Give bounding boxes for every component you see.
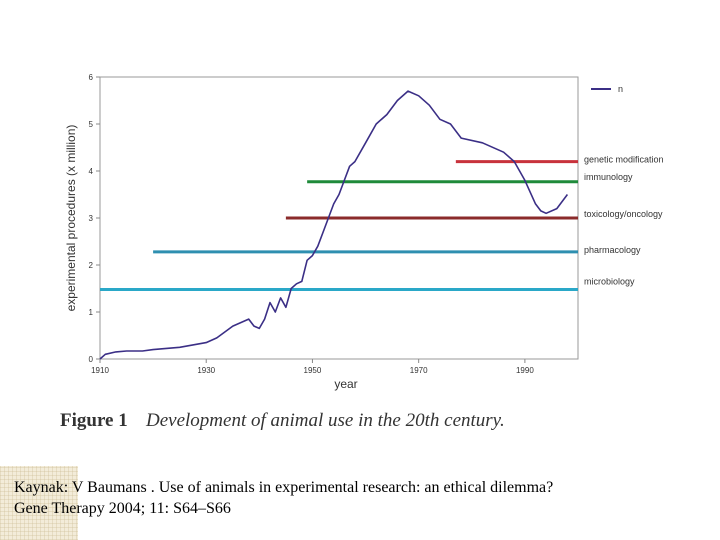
figure-label: Figure 1: [60, 410, 128, 431]
y-axis-label: experimental procedures (x million): [64, 125, 78, 312]
y-tick-label: 0: [89, 355, 94, 364]
plot-area: 0 1 2 3 4 5 6 1910 1930 1950 1970 1990 genetic modif…: [89, 73, 664, 375]
figure-caption: Development of animal use in the 20th ce…: [145, 410, 505, 431]
y-tick-label: 4: [89, 167, 94, 176]
y-tick-label: 5: [89, 120, 94, 129]
x-tick-label: 1910: [91, 366, 109, 375]
y-tick-label: 2: [89, 261, 94, 270]
x-axis-label: year: [334, 377, 357, 391]
reference-line-label: immunology: [584, 172, 633, 182]
y-tick-label: 6: [89, 73, 94, 82]
reference-line-1: Kaynak: V Baumans . Use of animals in ex…: [14, 479, 554, 496]
reference-line-label: pharmacology: [584, 245, 641, 255]
legend-label: n: [618, 84, 623, 94]
x-tick-label: 1950: [304, 366, 322, 375]
reference-line-label: toxicology/oncology: [584, 209, 663, 219]
y-tick-label: 3: [89, 214, 94, 223]
reference-line-label: microbiology: [584, 276, 635, 286]
x-tick-label: 1970: [410, 366, 428, 375]
series-line: [99, 90, 569, 360]
x-tick-label: 1990: [516, 366, 534, 375]
x-tick-label: 1930: [197, 366, 215, 375]
reference-citation: Kaynak: V Baumans . Use of animals in ex…: [14, 477, 714, 519]
corner-pattern: [0, 466, 78, 540]
reference-line-2: Gene Therapy 2004; 11: S64–S66: [14, 500, 231, 517]
y-tick-label: 1: [89, 308, 94, 317]
reference-line-label: genetic modification: [584, 155, 664, 165]
